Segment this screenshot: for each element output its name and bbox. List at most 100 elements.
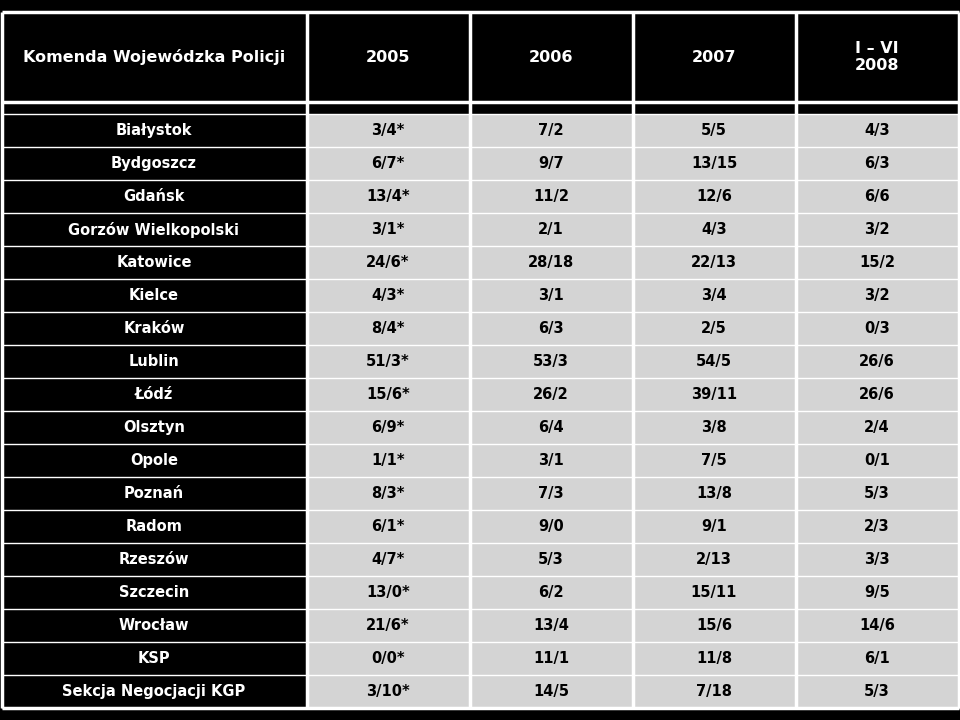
Text: 13/15: 13/15 <box>691 156 737 171</box>
Text: 9/5: 9/5 <box>864 585 890 600</box>
Bar <box>796 543 958 576</box>
Text: 28/18: 28/18 <box>528 255 574 270</box>
Text: 21/6*: 21/6* <box>366 618 410 633</box>
Text: 2/13: 2/13 <box>696 552 732 567</box>
Text: KSP: KSP <box>137 651 170 666</box>
Bar <box>306 213 469 246</box>
Text: 8/3*: 8/3* <box>372 486 405 501</box>
Bar <box>2 312 306 345</box>
Text: 8/4*: 8/4* <box>372 321 405 336</box>
Bar <box>2 543 306 576</box>
Text: 11/8: 11/8 <box>696 651 732 666</box>
Bar <box>2 675 306 708</box>
Bar <box>306 444 469 477</box>
Text: 26/6: 26/6 <box>859 354 895 369</box>
Bar <box>633 102 796 114</box>
Text: 26/2: 26/2 <box>533 387 569 402</box>
Text: 6/6: 6/6 <box>864 189 890 204</box>
Bar <box>469 543 633 576</box>
Bar <box>633 675 796 708</box>
Bar <box>469 246 633 279</box>
Bar <box>796 213 958 246</box>
Text: 4/7*: 4/7* <box>372 552 405 567</box>
Bar <box>633 147 796 180</box>
Bar <box>796 246 958 279</box>
Text: 2005: 2005 <box>366 50 410 65</box>
Bar <box>306 642 469 675</box>
Text: 7/5: 7/5 <box>701 453 727 468</box>
Text: Poznań: Poznań <box>124 486 184 501</box>
Text: 3/1*: 3/1* <box>372 222 405 237</box>
Text: 3/10*: 3/10* <box>366 684 410 699</box>
Text: 3/8: 3/8 <box>701 420 727 435</box>
Text: 9/0: 9/0 <box>539 519 564 534</box>
Bar <box>796 576 958 609</box>
Bar <box>796 378 958 411</box>
Text: 6/1*: 6/1* <box>372 519 405 534</box>
Bar <box>469 378 633 411</box>
Text: Kielce: Kielce <box>129 288 179 303</box>
Text: Białystok: Białystok <box>116 123 192 138</box>
Text: 6/3: 6/3 <box>864 156 890 171</box>
Text: 3/4*: 3/4* <box>372 123 405 138</box>
Bar <box>633 180 796 213</box>
Bar <box>796 102 958 114</box>
Bar <box>796 510 958 543</box>
Text: 6/4: 6/4 <box>539 420 564 435</box>
Text: 1/1*: 1/1* <box>372 453 405 468</box>
Text: 0/1: 0/1 <box>864 453 890 468</box>
Bar <box>796 444 958 477</box>
Text: 26/6: 26/6 <box>859 387 895 402</box>
Text: Gorzów Wielkopolski: Gorzów Wielkopolski <box>68 222 239 238</box>
Bar <box>469 444 633 477</box>
Bar <box>2 114 306 147</box>
Bar <box>796 312 958 345</box>
Bar <box>2 12 306 102</box>
Text: 2/4: 2/4 <box>864 420 890 435</box>
Bar <box>306 180 469 213</box>
Bar <box>469 114 633 147</box>
Bar <box>306 312 469 345</box>
Text: Kraków: Kraków <box>123 321 184 336</box>
Bar <box>306 378 469 411</box>
Bar <box>306 543 469 576</box>
Text: 0/0*: 0/0* <box>372 651 405 666</box>
Text: Łódź: Łódź <box>134 387 173 402</box>
Text: 0/3: 0/3 <box>864 321 890 336</box>
Text: 39/11: 39/11 <box>691 387 737 402</box>
Bar <box>2 642 306 675</box>
Bar <box>469 102 633 114</box>
Text: 11/2: 11/2 <box>533 189 569 204</box>
Text: 3/3: 3/3 <box>864 552 890 567</box>
Text: 6/2: 6/2 <box>539 585 564 600</box>
Text: 6/7*: 6/7* <box>372 156 405 171</box>
Bar <box>2 147 306 180</box>
Text: 5/3: 5/3 <box>864 486 890 501</box>
Text: 13/8: 13/8 <box>696 486 732 501</box>
Text: 2/5: 2/5 <box>701 321 727 336</box>
Text: Szczecin: Szczecin <box>119 585 189 600</box>
Text: 24/6*: 24/6* <box>367 255 410 270</box>
Bar <box>796 147 958 180</box>
Text: 9/1: 9/1 <box>701 519 727 534</box>
Text: 14/5: 14/5 <box>533 684 569 699</box>
Bar <box>469 12 633 102</box>
Bar <box>796 642 958 675</box>
Bar <box>2 345 306 378</box>
Text: 2/1: 2/1 <box>539 222 564 237</box>
Text: 7/3: 7/3 <box>539 486 564 501</box>
Bar <box>2 411 306 444</box>
Bar <box>306 114 469 147</box>
Bar <box>469 312 633 345</box>
Bar <box>306 576 469 609</box>
Bar <box>2 102 306 114</box>
Text: Wrocław: Wrocław <box>119 618 189 633</box>
Bar <box>306 102 469 114</box>
Bar <box>469 279 633 312</box>
Text: 15/6*: 15/6* <box>366 387 410 402</box>
Bar <box>306 675 469 708</box>
Text: 3/1: 3/1 <box>539 288 564 303</box>
Bar <box>796 477 958 510</box>
Text: 12/6: 12/6 <box>696 189 732 204</box>
Text: 15/6: 15/6 <box>696 618 732 633</box>
